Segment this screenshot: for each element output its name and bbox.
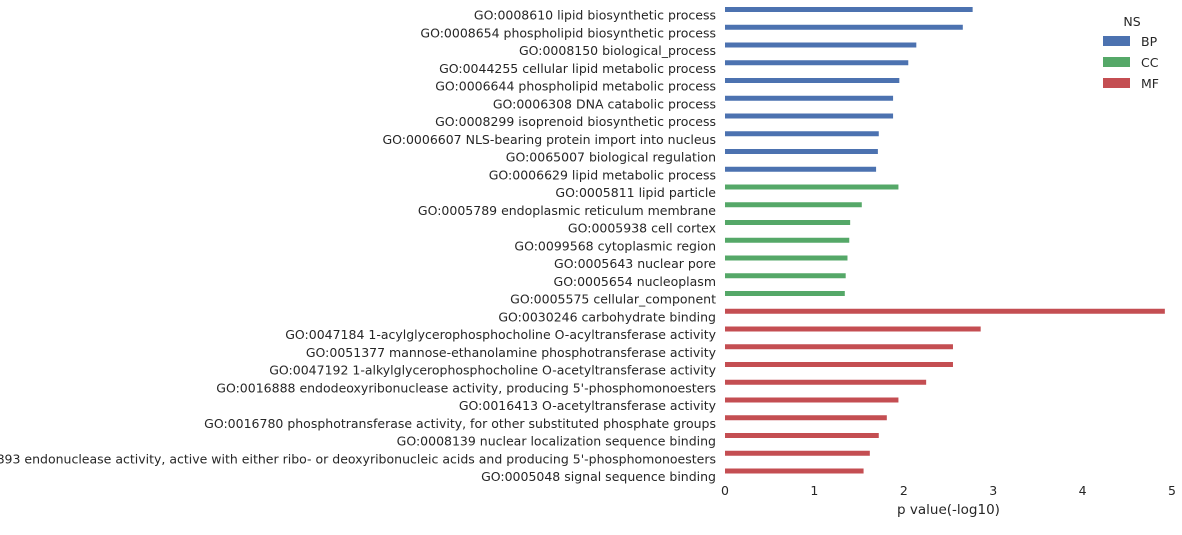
bar-mf	[725, 344, 953, 350]
bar-mf	[725, 326, 981, 332]
legend-label-bp: BP	[1141, 34, 1158, 49]
category-label: GO:0016888 endodeoxyribonuclease activit…	[216, 380, 716, 395]
category-label: GO:0008299 isoprenoid biosynthetic proce…	[435, 114, 716, 129]
bar-bp	[725, 42, 917, 48]
bar-cc	[725, 237, 850, 243]
category-label: GO:0030246 carbohydrate binding	[498, 309, 716, 324]
x-axis-ticks: 0 1 2 3 4 5	[721, 483, 1176, 498]
bar-bp	[725, 78, 900, 83]
category-label: GO:0099568 cytoplasmic region	[514, 238, 716, 253]
legend-swatch-mf	[1103, 78, 1130, 88]
legend-swatch-bp	[1103, 36, 1130, 46]
bar-mf	[725, 397, 899, 403]
category-label: GO:0005643 nuclear pore	[554, 256, 716, 271]
category-label: GO:0006644 phospholipid metabolic proces…	[435, 79, 716, 94]
bar-bp	[725, 166, 877, 172]
legend-title: NS	[1123, 14, 1140, 29]
bar-mf	[725, 433, 879, 438]
category-label: GO:0008150 biological_process	[519, 43, 716, 58]
bar-cc	[725, 273, 846, 279]
category-label: GO:0005654 nucleoplasm	[554, 274, 716, 289]
x-tick-label: 0	[721, 483, 729, 498]
bar-cc	[725, 202, 862, 208]
category-labels: GO:0008610 lipid biosynthetic process GO:…	[0, 8, 717, 485]
category-label: GO:0005789 endoplasmic reticulum membran…	[418, 203, 716, 218]
bar-mf	[725, 450, 870, 456]
bar-mf	[725, 468, 864, 474]
bar-cc	[725, 220, 851, 225]
x-tick-label: 3	[989, 483, 997, 498]
x-tick-label: 1	[810, 483, 818, 498]
category-label: GO:0006629 lipid metabolic process	[489, 167, 716, 182]
bar-bp	[725, 113, 894, 119]
bar-bp	[725, 24, 963, 30]
bars-group	[725, 7, 1165, 474]
x-tick-label: 2	[900, 483, 908, 498]
legend: NS BP CC MF	[1103, 14, 1159, 91]
category-label: GO:0016780 phosphotransferase activity, …	[204, 416, 716, 431]
bar-mf	[725, 308, 1165, 314]
category-label: GO:0005048 signal sequence binding	[481, 469, 716, 484]
category-label: GO:0008654 phospholipid biosynthetic pro…	[420, 25, 716, 40]
bar-mf	[725, 415, 887, 421]
category-label: GO:0044255 cellular lipid metabolic proc…	[439, 61, 716, 76]
bar-cc	[725, 255, 848, 261]
bar-bp	[725, 7, 973, 12]
category-label: GO:0008139 nuclear localization sequence…	[397, 434, 716, 449]
category-label: GO:0047192 1-alkylglycerophosphocholine …	[269, 363, 716, 378]
legend-label-cc: CC	[1141, 55, 1159, 70]
bar-cc	[725, 291, 845, 296]
bar-bp	[725, 131, 879, 137]
category-label: GO:0005938 cell cortex	[568, 221, 716, 236]
bar-bp	[725, 95, 894, 101]
legend-label-mf: MF	[1141, 76, 1159, 91]
x-axis-title: p value(-log10)	[897, 502, 1000, 518]
bar-cc	[725, 184, 899, 190]
bar-mf	[725, 362, 953, 367]
category-label: GO:0005575 cellular_component	[510, 292, 716, 307]
category-label: GO:0016413 O-acetyltransferase activity	[459, 398, 717, 413]
bar-bp	[725, 60, 909, 66]
category-label: GO:0005811 lipid particle	[555, 185, 716, 200]
category-label: GO:0006308 DNA catabolic process	[493, 96, 716, 111]
category-label: GO:0008610 lipid biosynthetic process	[474, 8, 716, 23]
bar-bp	[725, 149, 878, 154]
category-label: GO:0065007 biological regulation	[506, 150, 716, 165]
category-label: GO:0047184 1-acylglycerophosphocholine O…	[285, 327, 716, 342]
category-label: GO:0051377 mannose-ethanolamine phosphot…	[306, 345, 717, 360]
x-tick-label: 4	[1079, 483, 1087, 498]
bar-mf	[725, 379, 927, 385]
legend-swatch-cc	[1103, 57, 1130, 67]
category-label: GO:0016893 endonuclease activity, active…	[0, 451, 716, 466]
x-tick-label: 5	[1168, 483, 1176, 498]
category-label: GO:0006607 NLS-bearing protein import in…	[382, 132, 716, 147]
